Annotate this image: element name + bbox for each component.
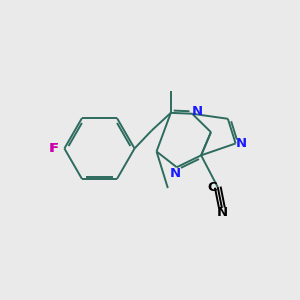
- Text: N: N: [192, 105, 203, 118]
- Text: F: F: [49, 142, 58, 155]
- Text: C: C: [208, 181, 217, 194]
- Text: N: N: [170, 167, 181, 180]
- Text: N: N: [236, 137, 247, 150]
- Text: N: N: [216, 206, 227, 219]
- Text: F: F: [50, 142, 58, 155]
